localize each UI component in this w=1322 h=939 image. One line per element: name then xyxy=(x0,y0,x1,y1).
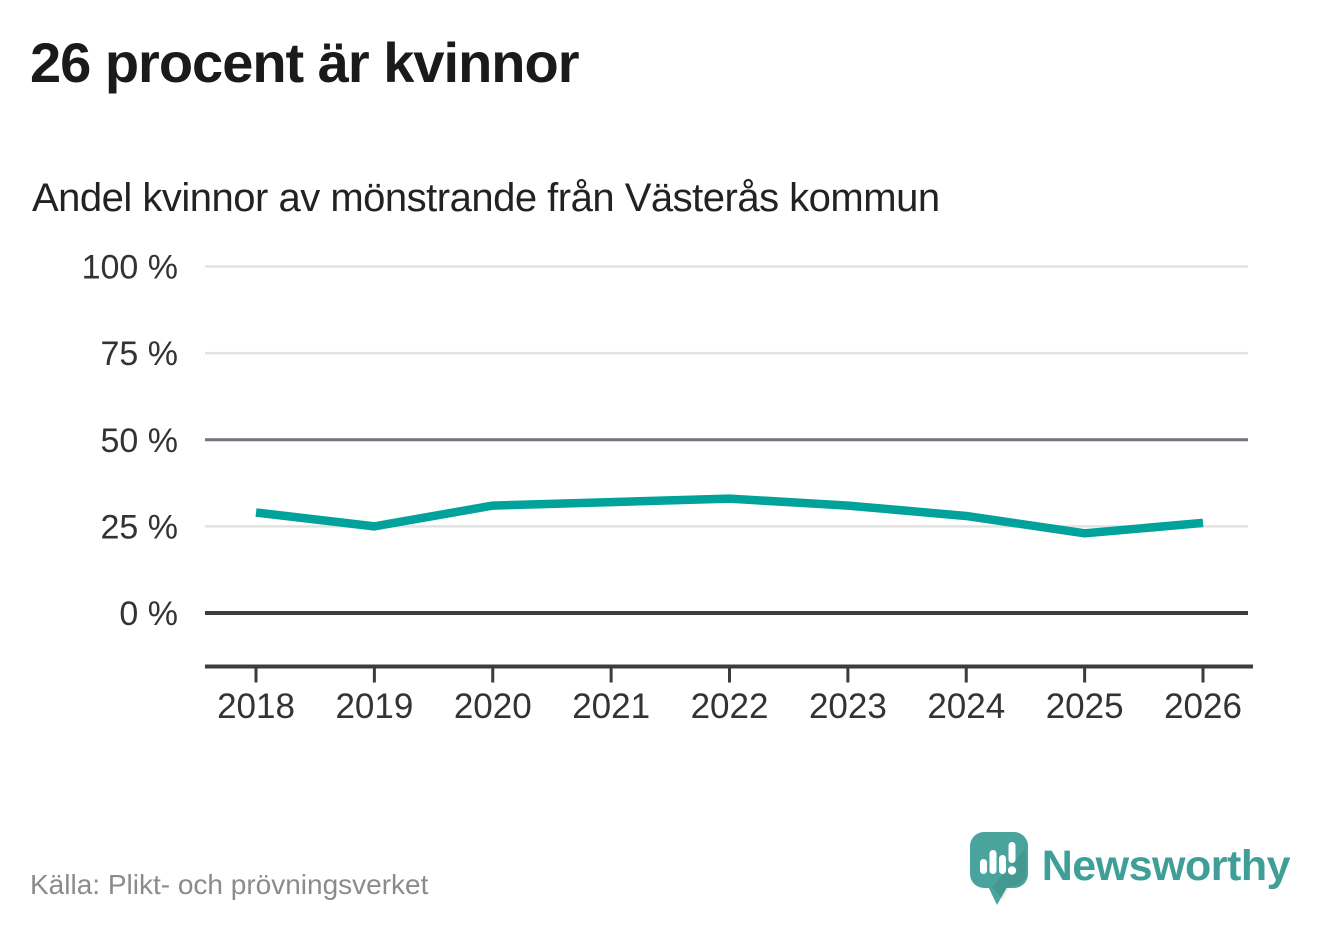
x-tick-label-2026: 2026 xyxy=(1164,687,1242,726)
source-note: Källa: Plikt- och prövningsverket xyxy=(30,869,429,900)
brand-name: Newsworthy xyxy=(1041,842,1291,890)
data-line-andel-kvinnor-av-mönstrande xyxy=(255,494,1204,538)
x-tick-label-2019: 2019 xyxy=(335,687,413,726)
y-tick-label-50: 50 % xyxy=(101,422,179,460)
y-tick-label-25: 25 % xyxy=(101,508,179,546)
x-tick-label-2025: 2025 xyxy=(1046,687,1124,726)
chart-subtitle: Andel kvinnor av mönstrande från Västerå… xyxy=(32,176,940,220)
x-tick-label-2018: 2018 xyxy=(217,687,295,726)
y-tick-label-0: 0 % xyxy=(119,595,178,633)
x-tick-label-2020: 2020 xyxy=(454,687,532,726)
x-tick-label-2024: 2024 xyxy=(927,687,1005,726)
page-title: 26 procent är kvinnor xyxy=(30,31,580,94)
x-tick-label-2023: 2023 xyxy=(809,687,887,726)
y-tick-label-100: 100 % xyxy=(82,249,178,287)
y-tick-label-75: 75 % xyxy=(101,335,179,373)
x-tick-label-2022: 2022 xyxy=(691,687,769,726)
x-tick-label-2021: 2021 xyxy=(572,687,650,726)
brand-lockup: Newsworthy xyxy=(969,832,1291,915)
newsworthy-logo-icon xyxy=(969,832,1028,915)
